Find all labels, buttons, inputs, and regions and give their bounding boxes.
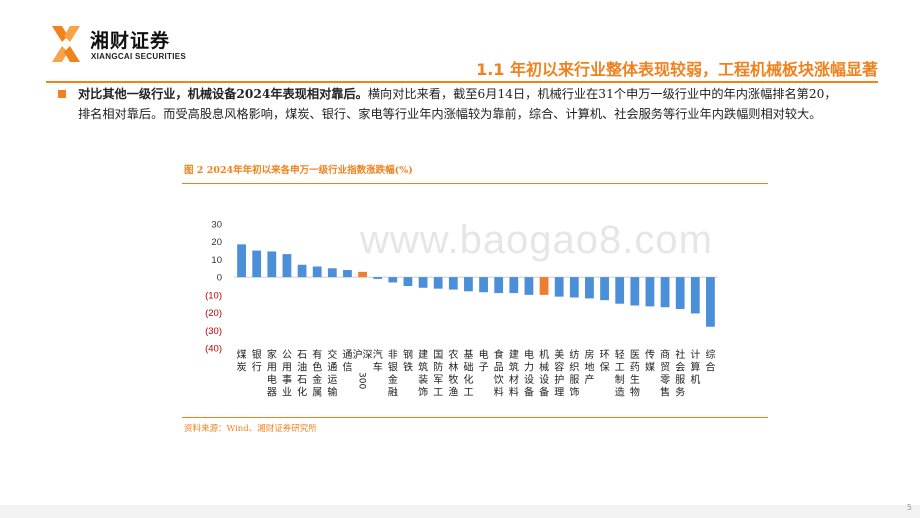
bar-家用电器: [267, 251, 277, 278]
y-tick-label: 20: [211, 237, 222, 248]
bar-食品饮料: [494, 277, 504, 294]
y-tick-label: (20): [205, 308, 222, 319]
x-tick-label: 农林牧渔: [448, 348, 458, 399]
summary-paragraph: 对比其他一级行业，机械设备2024年表现相对靠后。横向对比来看，截至6月14日，…: [78, 84, 848, 124]
bar-石油石化: [297, 264, 307, 278]
logo-english-name: XIANGCAI SECURITIES: [91, 52, 187, 61]
x-tick-label: 食品饮料: [494, 348, 504, 399]
x-tick-label: 通信: [342, 349, 352, 374]
x-tick-label: 传媒: [645, 349, 655, 374]
chart-title: 图 2 2024年年初以来各申万一级行业指数涨跌幅(%): [184, 165, 413, 176]
x-tick-label: 交通运输: [327, 348, 337, 399]
bar-沪深300: [358, 271, 367, 278]
bar-机械设备: [539, 277, 549, 295]
bar-煤炭: [237, 244, 246, 278]
x-tick-label: 综合: [705, 348, 715, 374]
bar-医药生物: [630, 277, 640, 306]
bar-非银金融: [388, 277, 398, 283]
y-tick-label: (30): [205, 326, 222, 337]
title-divider: [46, 81, 878, 83]
y-tick-label: 0: [217, 273, 222, 284]
x-tick-label: 基础化工: [463, 348, 473, 399]
bar-商贸零售: [660, 277, 670, 308]
x-tick-label: 房地产: [584, 348, 594, 386]
x-tick-label: 银行: [252, 348, 262, 374]
summary-text: 横向对比来看，截至6月14日，机械行业在31个申万一级行业中的年内涨幅排名第20…: [78, 87, 837, 121]
logo-chinese-name: 湘财证券: [90, 30, 171, 52]
bar-建筑材料: [509, 277, 519, 294]
y-tick-label: (40): [205, 344, 222, 355]
x-tick-label: 沪深: [353, 348, 373, 361]
x-tick-label: 非银金融: [388, 349, 398, 399]
y-tick-label: 10: [211, 255, 222, 266]
bar-chart: 30 20 10 0 (10) (20) (30) (40) 煤炭银行家用电器公用事业石油石化有…: [205, 220, 718, 399]
bar-房地产: [585, 277, 594, 299]
bar-建筑装饰: [418, 277, 428, 288]
summary-bold: 对比其他一级行业，机械设备2024年表现相对靠后。: [78, 87, 368, 101]
x-tick-label: 计算机: [690, 348, 700, 386]
x-tick-label: 建筑材料: [509, 348, 519, 399]
page-title: 1.1 年初以来行业整体表现较弱，工程机械板块涨幅显著: [476, 60, 878, 79]
bar-纺织服饰: [569, 277, 579, 298]
bar-农林牧渔: [448, 277, 458, 290]
x-tick-label: 钢铁: [403, 348, 413, 374]
x-tick-label: 医药生物: [630, 349, 640, 399]
bar-银行: [252, 250, 262, 278]
x-tick-label: 国防军工: [433, 349, 443, 399]
bar-国防军工: [433, 277, 443, 289]
bar-传媒: [645, 277, 655, 307]
bar-钢铁: [403, 277, 413, 286]
y-tick-label: (10): [205, 290, 222, 301]
x-tick-label: 环保: [600, 350, 610, 374]
chart-bottom-rule: [182, 417, 768, 418]
x-tick-label: 公用事业: [282, 350, 292, 399]
x-tick-label: 建筑装饰: [418, 348, 428, 399]
x-tick-label: 社会服务: [675, 348, 685, 399]
bar-汽车: [373, 277, 383, 279]
bar-社会服务: [675, 277, 685, 310]
bar-计算机: [690, 277, 700, 314]
x-tick-label: 汽车: [373, 348, 383, 374]
x-tick-label: 机械设备: [539, 348, 549, 399]
footer-bar: [0, 505, 920, 518]
bar-有色金属: [312, 266, 322, 278]
bar-轻工制造: [615, 277, 625, 304]
watermark: www.baogao8.com: [360, 218, 713, 262]
bar-基础化工: [464, 277, 473, 292]
xiangcai-logo-icon: [52, 26, 80, 62]
x-tick-label: 美容护理: [554, 348, 564, 399]
x-tick-label: 纺织服饰: [569, 348, 579, 399]
chart-source: 资料来源：Wind、湘财证券研究所: [184, 424, 317, 434]
bar-电力设备: [524, 277, 534, 295]
bar-交通运输: [327, 268, 337, 278]
x-tick-label: 轻工制造: [615, 348, 625, 399]
bar-电子: [479, 277, 488, 293]
x-tick-label: 电力设备: [524, 348, 534, 399]
x-tick-label: 石油石化: [297, 350, 307, 399]
bar-公用事业: [282, 254, 292, 278]
x-tick-label: 家用电器: [267, 348, 277, 399]
x-tick-label: 商贸零售: [660, 348, 670, 399]
bar-通信: [343, 270, 352, 278]
chart-top-rule: [182, 183, 768, 184]
x-tick-label: 300: [357, 372, 367, 389]
company-logo: 湘财证券 XIANGCAI SECURITIES: [46, 22, 206, 68]
bar-环保: [600, 277, 609, 301]
x-tick-label: 煤炭: [237, 348, 247, 374]
bullet-square-icon: [58, 90, 66, 98]
bar-美容护理: [554, 277, 564, 297]
bar-综合: [706, 277, 715, 327]
x-tick-label: 电子: [479, 348, 489, 374]
page-number: 5: [906, 503, 912, 512]
x-tick-label: 有色金属: [312, 348, 322, 399]
y-tick-label: 30: [211, 220, 222, 231]
